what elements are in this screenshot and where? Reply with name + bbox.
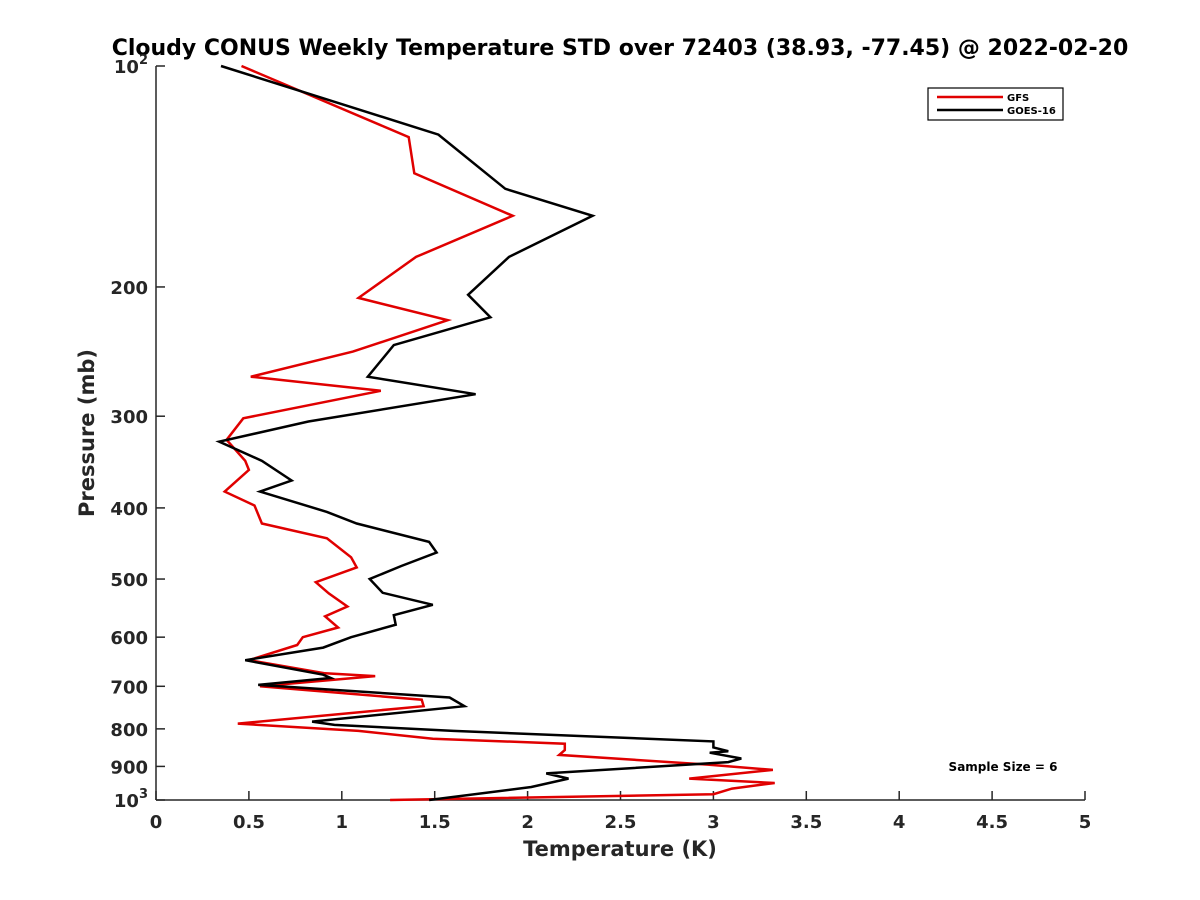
y-tick-label: 300 (110, 407, 148, 428)
y-tick-label-power: 102 (114, 53, 148, 78)
y-tick-label: 700 (110, 677, 148, 698)
series-lines (215, 64, 775, 802)
series-line-gfs (222, 64, 775, 802)
x-tick-label: 0.5 (233, 812, 265, 833)
y-tick-label: 900 (110, 757, 148, 778)
y-tick-label: 400 (110, 499, 148, 520)
x-tick-label: 3 (707, 812, 720, 833)
sample-size-annotation: Sample Size = 6 (949, 760, 1058, 774)
x-tick-label: 1 (336, 812, 349, 833)
legend-label: GOES-16 (1007, 106, 1056, 117)
x-axis-label: Temperature (K) (523, 837, 717, 861)
y-tick-label: 500 (110, 570, 148, 591)
y-tick-label: 800 (110, 720, 148, 741)
x-tick-label: 1.5 (419, 812, 451, 833)
x-tick-label: 4 (893, 812, 906, 833)
x-tick-label: 2.5 (605, 812, 637, 833)
chart-title: Cloudy CONUS Weekly Temperature STD over… (112, 36, 1129, 61)
axes: 0 0.5 1 1.5 2 2.5 3 3.5 4 4.5 5 200 300 400 500 600 700 8… (110, 53, 1091, 833)
x-tick-label: 2 (521, 812, 534, 833)
x-tick-label: 3.5 (790, 812, 822, 833)
y-tick-label-power: 103 (114, 787, 148, 812)
legend-box (927, 87, 1064, 121)
series-line-goes-16 (215, 64, 742, 802)
x-tick-label: 0 (150, 812, 163, 833)
x-tick-label: 4.5 (976, 812, 1008, 833)
x-tick-label: 5 (1079, 812, 1092, 833)
y-axis-label: Pressure (mb) (75, 349, 99, 517)
y-tick-label: 600 (110, 628, 148, 649)
y-tick-label: 200 (110, 278, 148, 299)
legend-label: GFS (1007, 93, 1029, 104)
legend: GFS GOES-16 (927, 87, 1064, 121)
